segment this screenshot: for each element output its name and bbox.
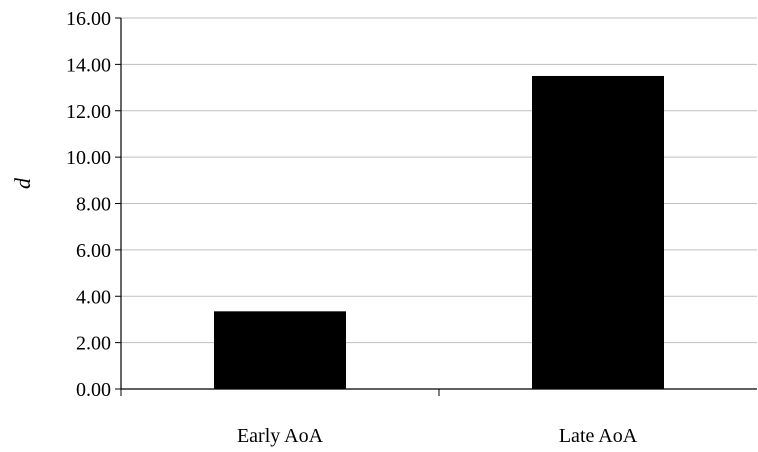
y-tick-label: 4.00 bbox=[76, 286, 111, 308]
y-tick-label: 10.00 bbox=[66, 147, 111, 169]
gridlines bbox=[121, 17, 757, 344]
y-tick-label: 12.00 bbox=[66, 101, 111, 123]
y-tick-label: 8.00 bbox=[76, 194, 111, 216]
x-category-label: Early AoA bbox=[237, 425, 324, 447]
bar-late-aoa bbox=[532, 75, 664, 389]
y-tick-label: 6.00 bbox=[76, 240, 111, 262]
y-tick-label: 2.00 bbox=[76, 333, 111, 355]
y-tick-label: 0.00 bbox=[76, 379, 111, 401]
bar-early-aoa bbox=[214, 311, 346, 389]
bars bbox=[214, 75, 664, 389]
y-tick-labels: 0.00 2.00 4.00 6.00 8.00 10.00 12.00 14.00 16.00 bbox=[66, 8, 121, 401]
x-tick-labels: Early AoA Late AoA bbox=[120, 389, 638, 447]
y-tick-label: 16.00 bbox=[66, 8, 111, 30]
y-axis-title: d bbox=[10, 177, 35, 189]
y-tick-label: 14.00 bbox=[66, 54, 111, 76]
x-category-label: Late AoA bbox=[559, 425, 638, 447]
